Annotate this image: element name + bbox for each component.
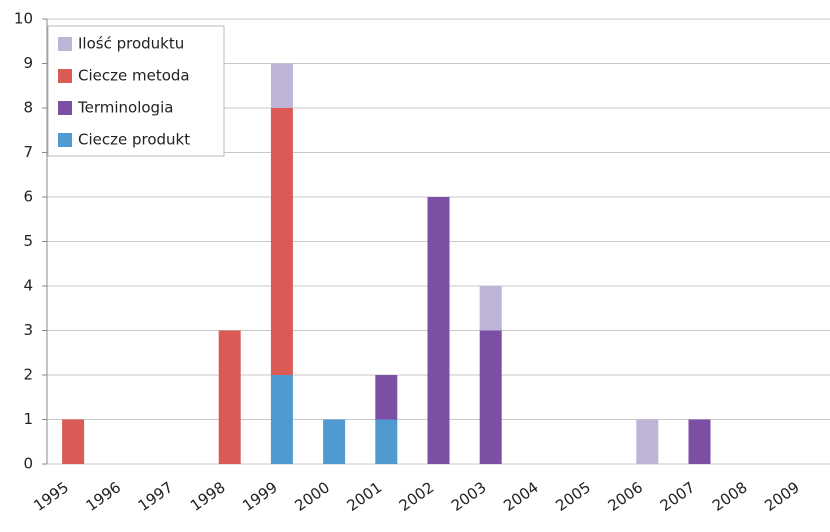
bar-segment [270, 108, 293, 375]
x-tick-label: 1996 [83, 478, 125, 515]
legend-box [47, 25, 225, 157]
bar-segment [375, 375, 398, 420]
y-tick-label: 5 [23, 232, 33, 250]
y-tick-label: 10 [14, 10, 33, 28]
y-tick-label: 3 [23, 321, 33, 339]
x-tick-label: 2005 [552, 478, 594, 515]
bar-segment [479, 330, 502, 464]
bar-segment [218, 330, 241, 464]
legend-swatch [58, 101, 72, 115]
x-tick-label: 2002 [396, 478, 438, 515]
x-tick-label: 2001 [344, 478, 386, 515]
bar-segment [688, 419, 711, 464]
y-tick-label: 8 [23, 99, 33, 117]
x-tick-label: 2007 [657, 478, 699, 515]
x-tick-label: 2000 [291, 478, 333, 515]
y-tick-label: 4 [23, 277, 33, 295]
legend-label: Ciecze metoda [78, 67, 190, 85]
legend-swatch [58, 133, 72, 147]
bar-segment [323, 419, 346, 464]
legend-swatch [58, 69, 72, 83]
y-tick-label: 1 [23, 410, 33, 428]
bar-segment [636, 419, 659, 464]
x-tick-label: 1997 [135, 478, 177, 515]
x-tick-label: 2008 [709, 478, 751, 515]
bar-segment [375, 419, 398, 464]
bar-segment [270, 63, 293, 108]
x-tick-label: 1998 [187, 478, 229, 515]
x-tick-label: 2006 [605, 478, 647, 515]
bar-segment [270, 375, 293, 464]
x-tick-label: 1995 [30, 478, 72, 515]
x-tick-label: 2003 [448, 478, 490, 515]
y-tick-label: 0 [23, 455, 33, 473]
x-tick-label: 1999 [239, 478, 281, 515]
bar-segment [62, 419, 85, 464]
y-tick-label: 9 [23, 54, 33, 72]
bar-segment [479, 286, 502, 331]
y-tick-label: 2 [23, 366, 33, 384]
bar-segment [427, 197, 450, 464]
legend-label: Ciecze produkt [78, 131, 190, 149]
y-tick-label: 6 [23, 188, 33, 206]
legend-label: Terminologia [77, 99, 173, 117]
legend-swatch [58, 37, 72, 51]
y-tick-label: 7 [23, 143, 33, 161]
x-tick-label: 2004 [500, 478, 542, 515]
x-tick-label: 2009 [761, 478, 803, 515]
legend-label: Ilość produktu [78, 35, 184, 53]
